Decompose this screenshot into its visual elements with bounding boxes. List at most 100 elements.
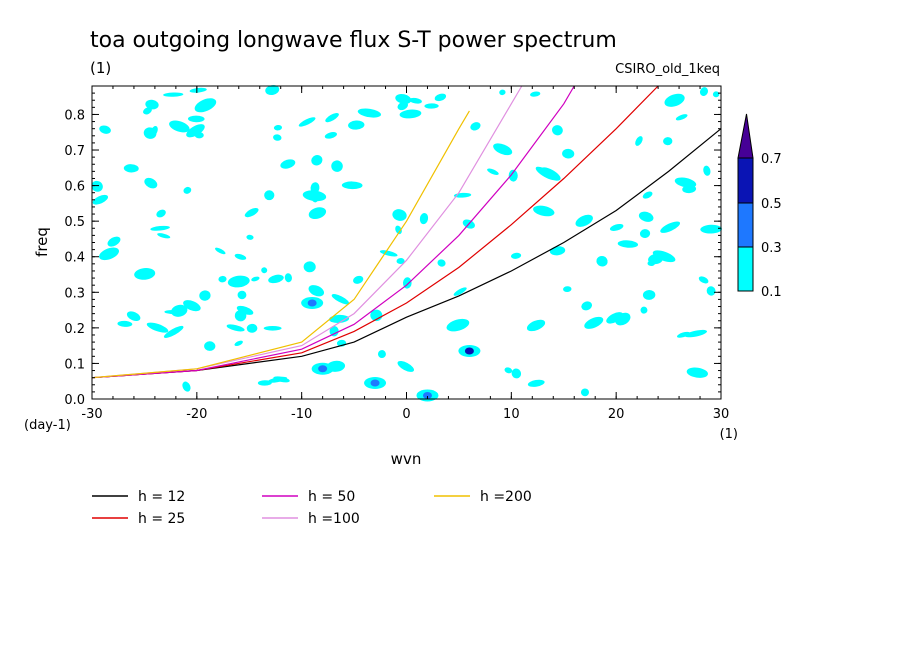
contour-blob [706,286,716,296]
contour-blob [419,213,429,225]
contour-blob [552,125,563,136]
legend-label: h = 25 [138,511,185,527]
contour-blob [677,331,690,338]
contour-blob [163,325,184,338]
contour-blob [535,166,557,181]
contour-blob [575,214,593,227]
contour-blob [470,122,481,131]
contour-blob [396,258,405,265]
contour-blob [302,190,327,202]
contour-blob [261,267,268,274]
contour-blob [663,137,673,146]
contour-blob [392,209,407,221]
x-tick-label: 20 [608,407,625,422]
contour-blob [92,194,109,205]
series-line [91,110,470,379]
contour-blob [150,225,170,231]
series-line [91,128,722,379]
contour-blob [99,125,111,134]
x-tick-label: 10 [503,407,520,422]
colorbar-segment [737,157,754,204]
colorbar-segment [737,202,754,248]
contour-blob [187,115,205,123]
contour-blob [156,209,166,218]
contour-blob [123,164,139,173]
contour-blob [533,205,555,217]
contour-blob [504,367,513,374]
contour-blob [311,155,323,166]
contour-blob [163,92,184,97]
contour-blob [617,240,639,248]
contour-blob [199,290,211,301]
contour-blob [134,268,156,280]
contour-blob [395,93,412,104]
contour-blob [99,247,120,261]
contour-blob [357,108,382,118]
y-tick-label: 0.6 [64,180,85,195]
colorbar-label: 0.1 [761,285,782,300]
contour-blob [446,318,470,332]
y-axis-label: freq [33,227,51,257]
contour-blob [280,159,296,169]
contour-peak [307,299,317,307]
contour-blob [226,324,245,332]
contour-blob [370,309,383,322]
x-tick-label: 0 [402,407,410,422]
contour-blob [700,224,722,234]
contour-blob [642,191,653,199]
contour-blob [107,236,121,247]
contour-blob [453,287,467,296]
x-tick-label: 30 [713,407,730,422]
contour-blob [640,306,648,314]
contour-blob [499,89,506,96]
spectrum-contour-field [91,85,722,402]
contour-blob [635,136,643,146]
contour-blob [234,253,247,260]
chart-subtitle-left: (1) [90,59,111,77]
contour-blob [267,376,288,383]
contour-blob [530,91,541,97]
contour-blob [183,300,201,312]
contour-blob [493,143,513,156]
contour-blob [648,253,664,265]
contour-blob [218,275,227,283]
contour-blob [609,223,624,231]
contour-blob [510,252,522,259]
contour-blob [273,134,282,141]
contour-blob [487,168,499,175]
contour-blob [424,103,439,109]
contour-blob [508,169,518,182]
contour-blob [526,319,546,332]
y-tick-label: 0.1 [64,357,85,372]
series-line [91,85,659,379]
chart-title: toa outgoing longwave flux S-T power spe… [90,28,617,53]
contour-blob [117,320,133,327]
contour-blob [686,367,709,378]
legend: h = 12 h = 25 h = 50 h =100 h =200 [92,489,532,527]
legend-label: h =100 [308,511,360,527]
y-axis-unit: (day-1) [24,418,71,433]
contour-blob [325,112,339,123]
contour-blob [511,368,522,379]
contour-blob [183,186,192,194]
contour-blob [664,93,685,107]
x-tick-label: -10 [291,407,312,422]
contour-blob [194,98,217,113]
contour-blob [186,124,205,138]
contour-blob [549,246,566,256]
contour-blob [699,87,709,96]
contour-blob [265,85,280,96]
contour-blob [563,286,572,293]
contour-blob [584,316,604,329]
contour-blob [215,247,226,255]
contour-blob [639,229,651,238]
contour-blob [189,87,207,93]
contour-blob [150,126,158,136]
y-tick-label: 0.0 [64,393,85,408]
contour-blob [660,221,681,233]
contour-blob [257,380,272,386]
contour-peak [422,391,432,399]
contour-blob [606,312,624,324]
contour-blob [308,207,327,220]
